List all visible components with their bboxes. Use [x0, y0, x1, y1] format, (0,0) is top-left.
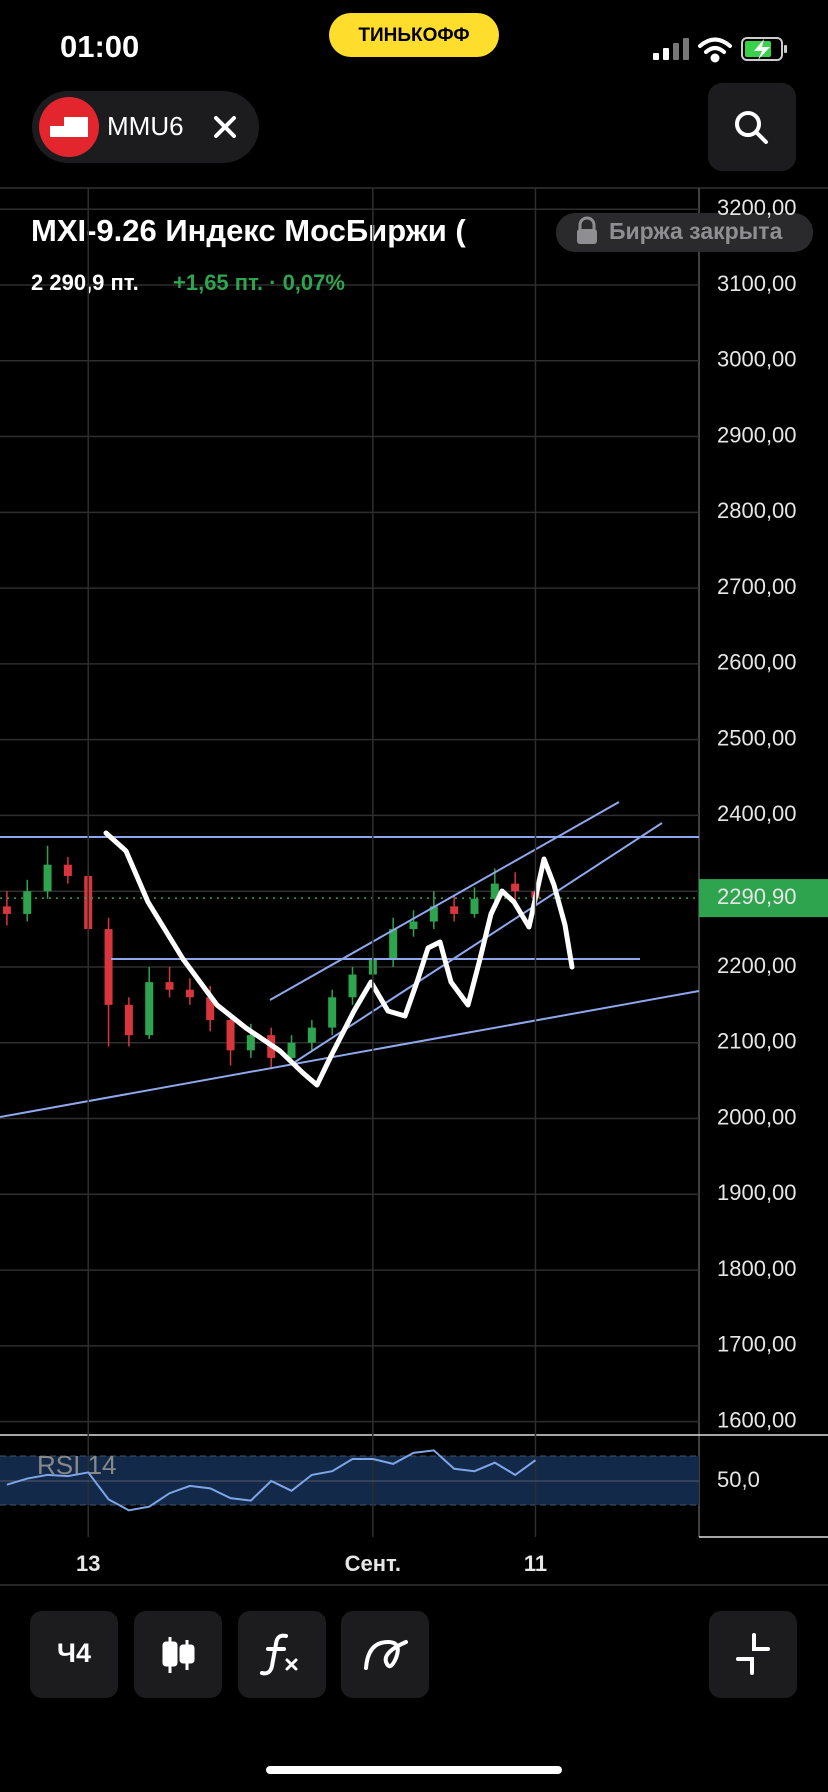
instrument-price: 2 290,9 пт. — [31, 270, 139, 295]
drawing-icon — [364, 1639, 408, 1670]
candle-body — [389, 929, 398, 960]
y-tick-label: 3100,00 — [717, 271, 797, 296]
instrument-change: +1,65 пт. · 0,07% — [173, 270, 345, 295]
x-tick-label: 11 — [524, 1551, 547, 1576]
candle-body — [124, 1004, 133, 1036]
x-tick-label: 13 — [76, 1551, 100, 1576]
ticker-icon-flag — [50, 117, 88, 137]
status-time: 01:00 — [60, 29, 139, 64]
y-tick-label: 1700,00 — [717, 1332, 797, 1357]
collapse-icon — [736, 1633, 770, 1675]
y-tick-label: 2000,00 — [717, 1104, 797, 1129]
battery-icon — [741, 37, 787, 61]
collapse-button[interactable] — [709, 1611, 797, 1698]
fx-icon — [260, 1633, 298, 1676]
indicators-button[interactable] — [238, 1611, 326, 1698]
candle-body — [165, 982, 174, 990]
rsi-line — [6, 1449, 537, 1512]
market-status-badge — [556, 213, 813, 252]
y-tick-label: 2900,00 — [717, 422, 797, 447]
y-tick-label: 2200,00 — [717, 953, 797, 978]
brand: ТИНЬКОФФ — [358, 25, 469, 46]
candle-body — [43, 864, 52, 892]
candle-body — [145, 982, 154, 1036]
hand-drawing — [103, 830, 575, 1088]
y-tick-label: 1900,00 — [717, 1180, 797, 1205]
candle-icon — [162, 1637, 195, 1673]
lock-icon — [577, 216, 597, 244]
x-tick-label: Сент. — [345, 1551, 401, 1576]
y-tick-label: 2100,00 — [717, 1029, 797, 1054]
home-indicator — [266, 1766, 562, 1774]
rsi-tick-label: 50,0 — [717, 1467, 760, 1492]
brand-pill — [329, 13, 499, 57]
candle-body — [206, 997, 215, 1021]
market-status: Биржа закрыта — [609, 218, 783, 244]
plot — [0, 208, 699, 1423]
candle-body — [328, 997, 337, 1028]
y-tick-label: 1800,00 — [717, 1256, 797, 1281]
y-tick-label: 3000,00 — [717, 347, 797, 372]
search-button[interactable] — [708, 83, 796, 171]
candle-body — [409, 921, 418, 930]
y-tick-label: 2400,00 — [717, 801, 797, 826]
last-price-label: 2290,90 — [717, 884, 797, 909]
candle-body — [429, 906, 438, 922]
candle-body — [2, 906, 11, 914]
interval-button[interactable] — [30, 1611, 118, 1698]
candle-body — [287, 1042, 296, 1058]
y-tick-label: 3200,00 — [717, 195, 797, 220]
candle-body — [226, 1020, 235, 1051]
y-tick-label: 2500,00 — [717, 725, 797, 750]
search-icon-handle — [754, 130, 768, 144]
candle-body — [23, 891, 32, 914]
wifi-icon — [698, 37, 732, 63]
candle-body — [348, 974, 357, 998]
instrument-title: MXI-9.26 Индекс МосБиржи ( — [31, 213, 466, 248]
candle-body — [511, 883, 520, 892]
trend-lines — [0, 801, 699, 1118]
search-icon — [735, 111, 761, 137]
signal-icon — [653, 38, 689, 60]
candle-body — [185, 989, 194, 998]
drawing-button[interactable] — [341, 1611, 429, 1698]
y-tick-label: 2700,00 — [717, 574, 797, 599]
chart-type-button[interactable] — [134, 1611, 222, 1698]
candle-body — [104, 929, 113, 1005]
last-price-box — [699, 879, 828, 918]
candle-body — [450, 906, 459, 914]
y-tick-label: 2800,00 — [717, 498, 797, 523]
candle-body — [307, 1027, 316, 1043]
close-ticker[interactable] — [214, 116, 236, 138]
interval-label: Ч4 — [57, 1638, 91, 1668]
candle-body — [490, 883, 499, 899]
y-tick-label: 2600,00 — [717, 650, 797, 675]
candle-body — [63, 864, 72, 877]
ticker-symbol: MMU6 — [107, 111, 184, 141]
candle-body — [246, 1035, 255, 1051]
candle-body — [470, 898, 479, 914]
y-tick-label: 1600,00 — [717, 1407, 797, 1432]
